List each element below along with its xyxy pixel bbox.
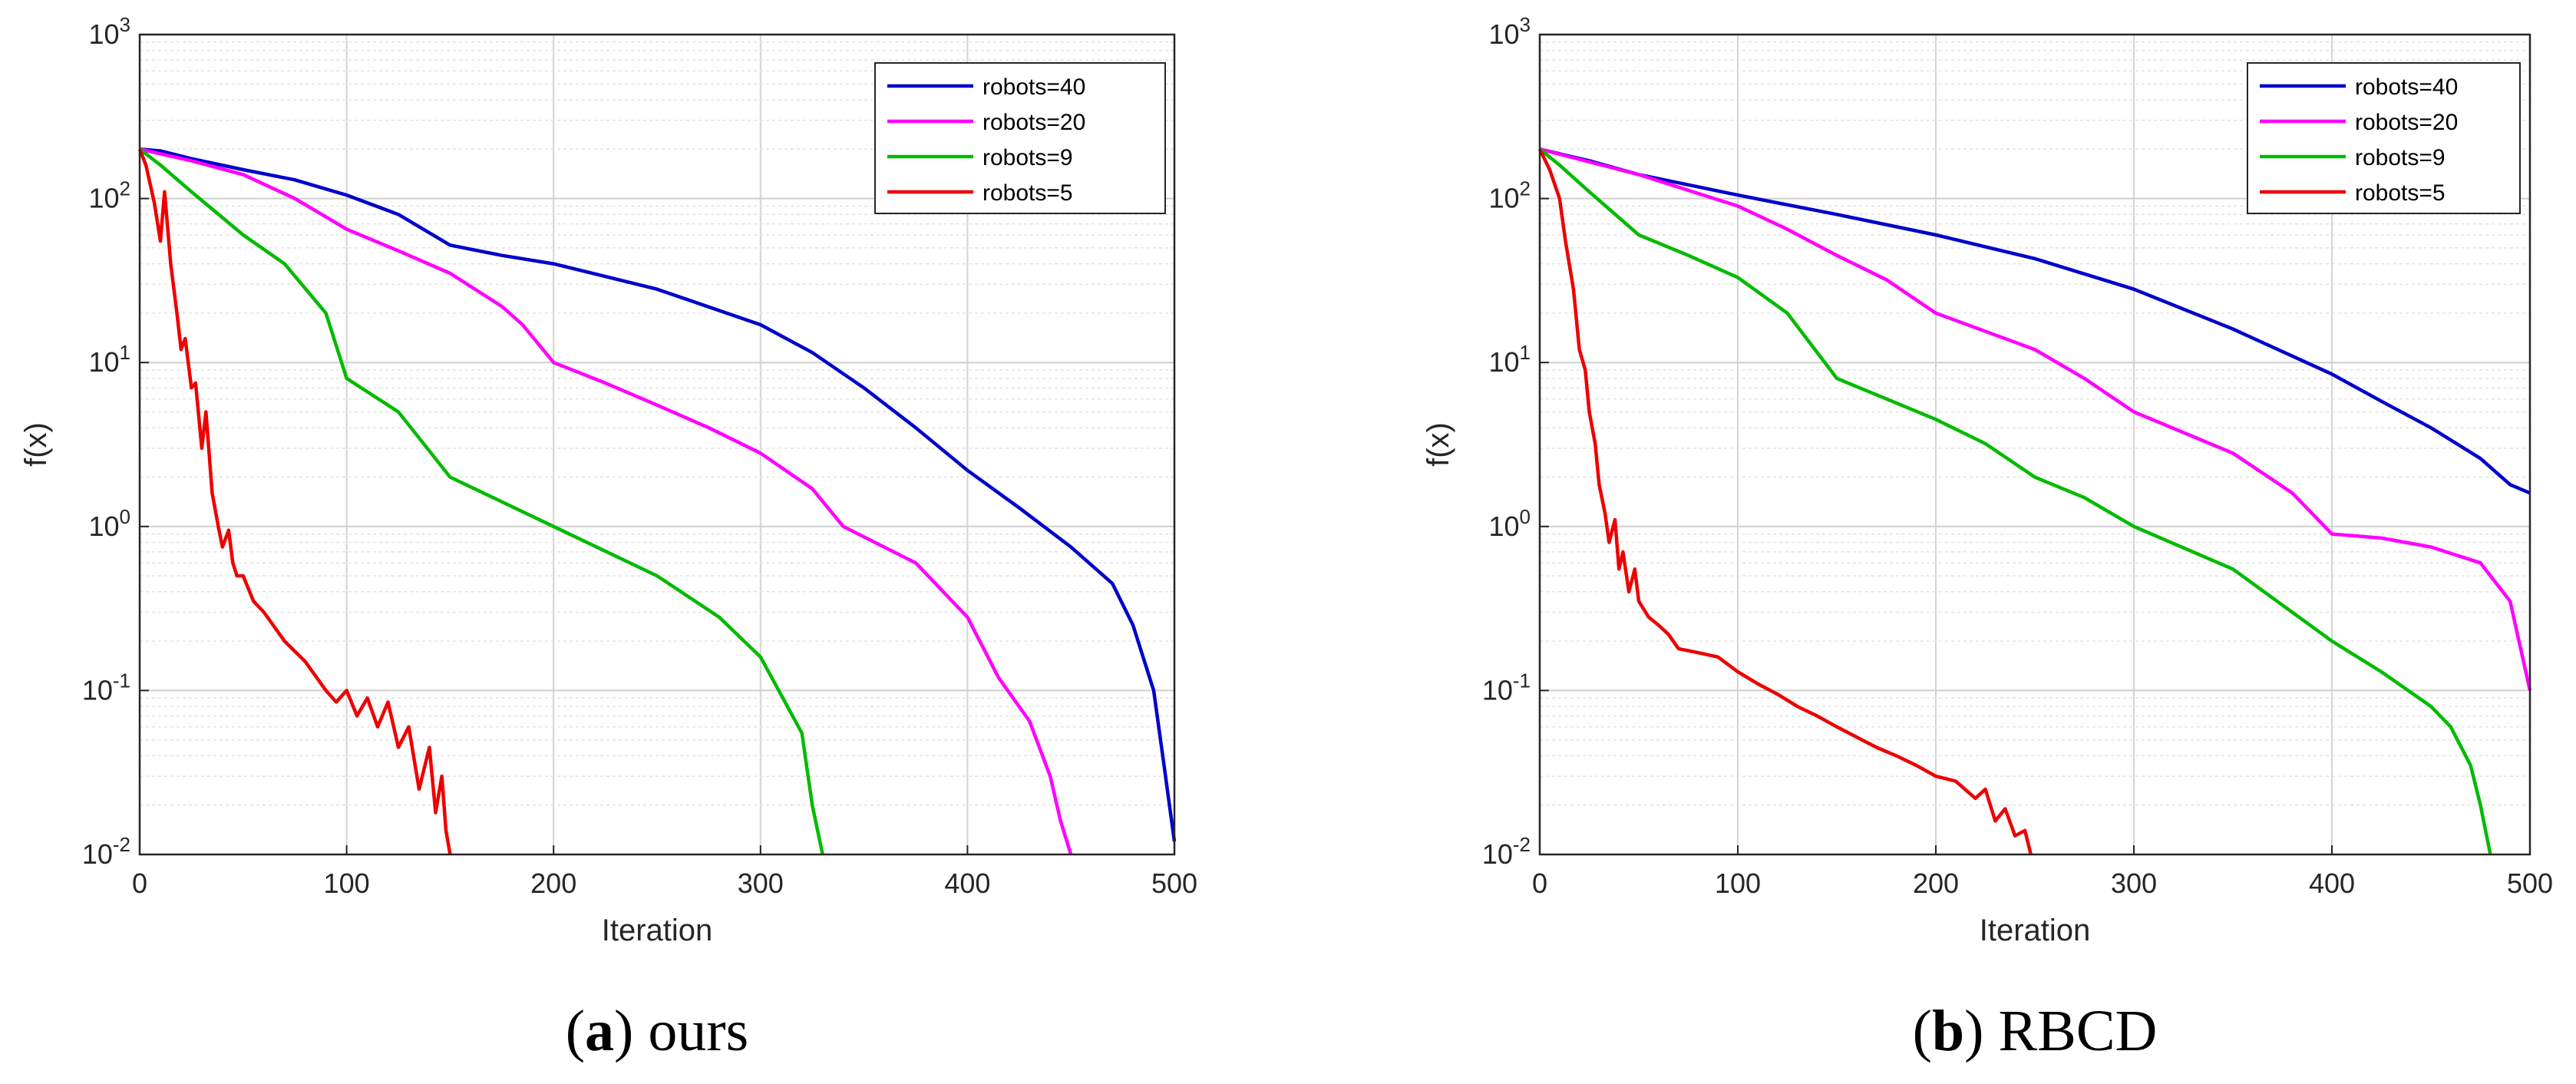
x-axis-label: Iteration [602, 914, 713, 947]
x-tick-label: 0 [132, 868, 147, 899]
chart-panel-rbcd: 0 100 200 300 400 50010-210-1100101102103Iter… [1422, 13, 2553, 1063]
legend-box [874, 62, 1166, 214]
axes-box [138, 33, 1176, 856]
y-tick-label: 101 [1488, 341, 1531, 378]
y-tick-base: 10 [82, 674, 113, 706]
series-line-robots-20 [1539, 147, 2532, 691]
y-tick-exponent: -2 [113, 833, 130, 856]
y-tick-base: 10 [1488, 18, 1519, 50]
y-tick-label: 101 [88, 341, 130, 378]
caption-text: RBCD [1998, 999, 2157, 1063]
y-tick-base: 10 [88, 511, 119, 542]
legend-label: robots=9 [2355, 145, 2446, 170]
caption-text: ours [648, 999, 748, 1063]
x-tick-label: 0 [1532, 868, 1547, 899]
y-tick-exponent: 0 [1520, 505, 1531, 528]
x-tick-label: 400 [944, 868, 990, 899]
y-tick-exponent: -1 [1513, 669, 1531, 692]
legend: robots=40 robots=20 robots=9 robots=5 [2247, 62, 2521, 214]
y-tick-base: 10 [88, 18, 119, 50]
y-tick-label: 103 [88, 13, 130, 50]
legend-label: robots=5 [983, 180, 1073, 206]
caption-open-paren: ( [566, 999, 585, 1063]
y-tick-label: 100 [88, 505, 130, 542]
y-tick-label: 103 [1488, 13, 1531, 50]
legend-box [2247, 62, 2521, 214]
series-group [137, 147, 1177, 855]
y-axis-label: f(x) [19, 422, 53, 467]
series-line-robots-40 [139, 147, 1177, 842]
y-tick-label: 10-2 [1482, 833, 1531, 870]
y-tick-label: 100 [1488, 505, 1531, 542]
legend-label: robots=20 [983, 110, 1085, 135]
legend: robots=40 robots=20 robots=9 robots=5 [874, 62, 1166, 214]
y-tick-base: 10 [1482, 674, 1513, 706]
y-tick-exponent: 3 [120, 13, 130, 36]
chart-panel-ours: 0 100 200 300 400 50010-210-1100101102103Iter… [19, 13, 1197, 1063]
caption-close-paren: ) [614, 999, 648, 1063]
y-tick-exponent: 0 [120, 505, 130, 528]
series-group [1537, 147, 2532, 855]
caption-letter: b [1932, 999, 1964, 1063]
x-tick-label: 200 [530, 868, 576, 899]
x-tick-label: 400 [2309, 868, 2355, 899]
y-tick-label: 10-2 [82, 833, 130, 870]
y-tick-exponent: 1 [1520, 341, 1531, 364]
legend-label: robots=20 [2355, 110, 2458, 135]
y-tick-base: 10 [1482, 838, 1513, 870]
y-tick-exponent: 2 [120, 177, 130, 200]
series-line-robots-9 [1538, 147, 2492, 855]
y-tick-base: 10 [1488, 346, 1519, 378]
series-line-robots-9 [138, 147, 824, 855]
x-tick-label: 200 [1913, 868, 1959, 899]
series-line-robots-5 [1537, 148, 2033, 855]
legend-label: robots=40 [983, 74, 1085, 100]
series-line-robots-40 [1539, 147, 2531, 495]
x-tick-label: 100 [1715, 868, 1761, 899]
y-tick-exponent: -1 [113, 669, 130, 692]
caption-letter: a [585, 999, 614, 1063]
legend-label: robots=40 [2355, 74, 2458, 100]
y-tick-exponent: 2 [1520, 177, 1531, 200]
x-tick-label: 300 [738, 868, 784, 899]
caption-close-paren: ) [1964, 999, 1998, 1063]
x-tick-label: 300 [2111, 868, 2157, 899]
y-tick-base: 10 [88, 346, 119, 378]
legend-label: robots=5 [2355, 180, 2446, 206]
y-tick-label: 102 [88, 177, 130, 214]
axes-box [1538, 33, 2531, 856]
x-tick-label: 100 [324, 868, 370, 899]
panel-caption: (a) ours [566, 999, 749, 1063]
caption-open-paren: ( [1913, 999, 1932, 1063]
y-tick-label: 10-1 [1482, 669, 1531, 706]
y-tick-base: 10 [82, 838, 113, 870]
y-tick-exponent: -2 [1513, 833, 1531, 856]
y-tick-label: 102 [1488, 177, 1531, 214]
panel-caption: (b) RBCD [1913, 999, 2158, 1063]
y-axis-label: f(x) [1422, 422, 1455, 467]
y-tick-label: 10-1 [82, 669, 130, 706]
series-line-robots-5 [137, 148, 452, 855]
y-tick-base: 10 [1488, 511, 1519, 542]
x-tick-label: 500 [1151, 868, 1197, 899]
x-axis-label: Iteration [1980, 914, 2091, 947]
legend-label: robots=9 [983, 145, 1073, 170]
y-tick-exponent: 3 [1520, 13, 1531, 36]
y-tick-exponent: 1 [120, 341, 130, 364]
series-line-robots-20 [139, 147, 1073, 855]
y-tick-base: 10 [88, 183, 119, 214]
x-tick-label: 500 [2507, 868, 2553, 899]
y-tick-base: 10 [1488, 183, 1519, 214]
